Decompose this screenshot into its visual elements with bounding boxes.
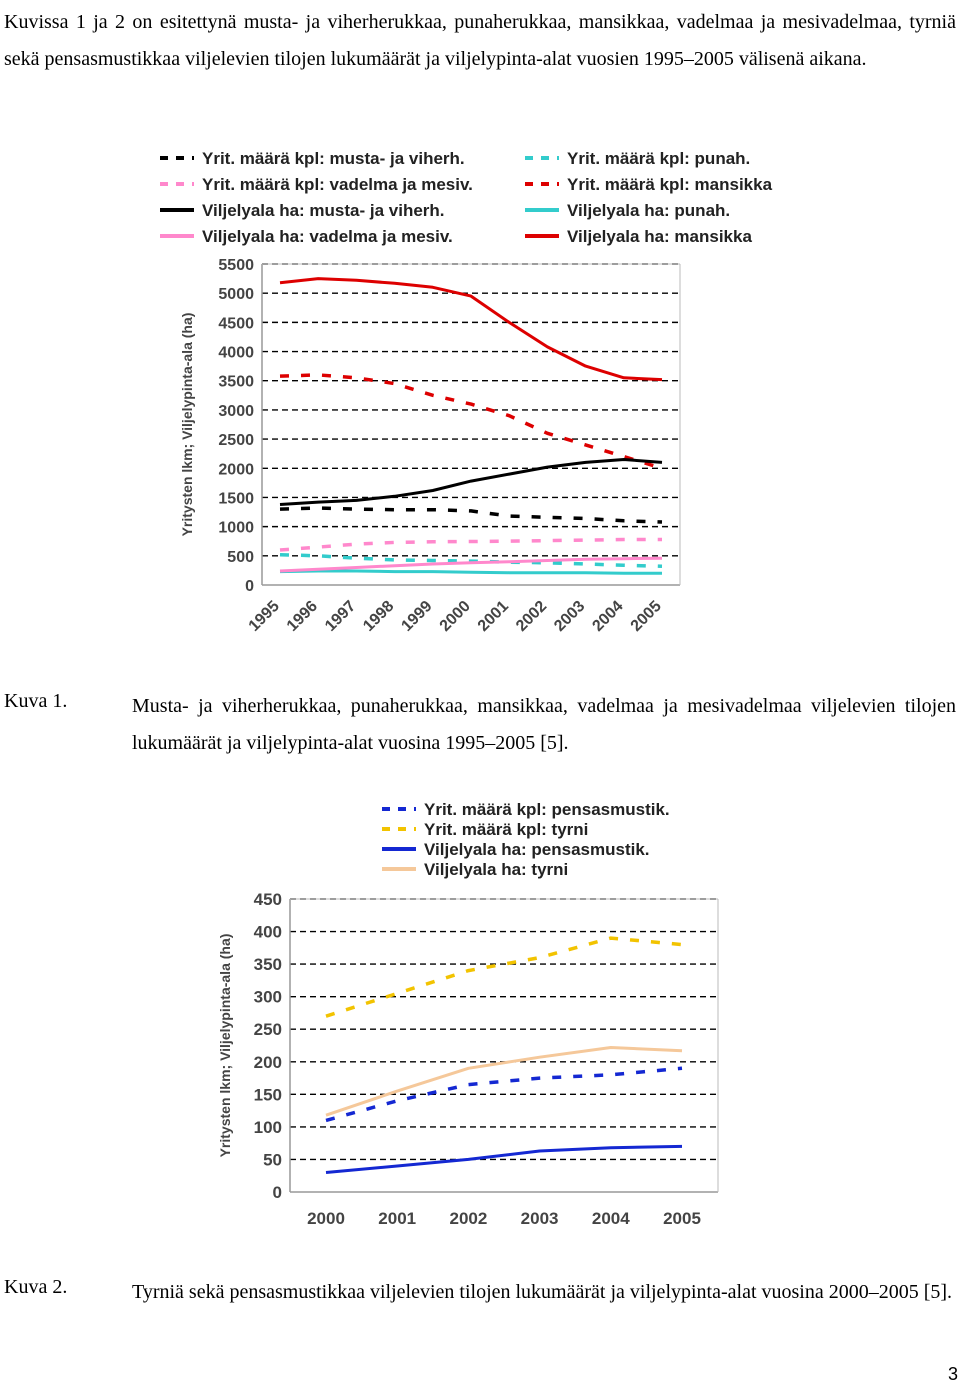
c2-xtick-3: 2003: [521, 1209, 559, 1228]
c1-series-line-1: [279, 552, 663, 569]
c1-series-line-3: [279, 373, 663, 470]
c1-xtick-7: 2002: [513, 598, 550, 635]
c2-xtick-0: 2000: [307, 1209, 345, 1228]
c2-ytick-8: 400: [254, 923, 282, 942]
chart-2: Yrit. määrä kpl: pensasmustik.Yrit. määr…: [217, 800, 719, 1228]
c1-ytick-1: 500: [227, 549, 254, 566]
c1-series-line-6: [279, 556, 663, 573]
c1-xtick-10: 2005: [628, 598, 665, 635]
c1-y-axis-label: Yritysten lkm; Viljelypinta-ala (ha): [179, 313, 195, 537]
c2-ytick-0: 0: [273, 1183, 282, 1202]
c1-legend-label-3: Yrit. määrä kpl: mansikka: [567, 175, 773, 194]
c1-ytick-5: 2500: [218, 432, 254, 449]
c1-xtick-9: 2004: [589, 598, 626, 635]
c1-xtick-0: 1995: [246, 598, 283, 635]
c1-ytick-4: 2000: [218, 461, 254, 478]
c1-ytick-9: 4500: [218, 315, 254, 332]
c1-series-line-7: [279, 277, 663, 382]
c2-series-line-2: [325, 1144, 683, 1174]
c1-ytick-8: 4000: [218, 345, 254, 362]
c1-series-line-5: [279, 569, 662, 575]
figure-1-caption: Musta- ja viherherukkaa, punaherukkaa, m…: [132, 695, 956, 754]
c2-y-axis-label: Yritysten lkm; Viljelypinta-ala (ha): [217, 934, 233, 1158]
figure-2-caption: Tyrniä sekä pensasmustikkaa viljelevien …: [132, 1281, 953, 1303]
c2-xtick-1: 2001: [378, 1209, 416, 1228]
c1-ytick-7: 3500: [218, 374, 254, 391]
c2-series-line-1: [325, 936, 683, 1018]
c2-ytick-9: 450: [254, 890, 282, 909]
c1-legend-label-6: Viljelyala ha: vadelma ja mesiv.: [202, 227, 453, 246]
c1-xtick-5: 2000: [437, 598, 474, 635]
c2-legend-label-3: Viljelyala ha: tyrni: [424, 860, 568, 879]
c1-ytick-11: 5500: [218, 257, 254, 274]
c1-series-line-2: [279, 537, 662, 552]
c1-xtick-6: 2001: [475, 598, 512, 635]
figure-1-label: Kuva 1.: [4, 690, 68, 712]
c1-legend-label-4: Viljelyala ha: musta- ja viherh.: [202, 201, 445, 220]
c2-ytick-6: 300: [254, 988, 282, 1007]
c1-xtick-3: 1998: [360, 598, 397, 635]
c2-series-line-3: [325, 1046, 683, 1117]
figure-2-label: Kuva 2.: [4, 1276, 68, 1298]
c1-xtick-8: 2003: [551, 598, 588, 635]
c1-legend-label-1: Yrit. määrä kpl: punah.: [567, 149, 750, 168]
c2-legend-label-2: Viljelyala ha: pensasmustik.: [424, 840, 650, 859]
c1-ytick-6: 3000: [218, 403, 254, 420]
c2-ytick-1: 50: [263, 1150, 282, 1169]
c2-legend-label-1: Yrit. määrä kpl: tyrni: [424, 820, 588, 839]
c2-ytick-5: 250: [254, 1020, 282, 1039]
c1-ytick-10: 5000: [218, 286, 254, 303]
c1-ytick-3: 1500: [218, 490, 254, 507]
c1-legend-label-5: Viljelyala ha: punah.: [567, 201, 730, 220]
c1-legend-label-2: Yrit. määrä kpl: vadelma ja mesiv.: [202, 175, 473, 194]
c2-ytick-3: 150: [254, 1085, 282, 1104]
page-number: 3: [947, 1364, 958, 1384]
c2-series-line-0: [325, 1066, 683, 1123]
c2-legend-label-0: Yrit. määrä kpl: pensasmustik.: [424, 800, 670, 819]
c2-xtick-5: 2005: [663, 1209, 701, 1228]
c1-legend-label-7: Viljelyala ha: mansikka: [567, 227, 752, 246]
c1-xtick-4: 1999: [398, 598, 435, 635]
c2-xtick-2: 2002: [449, 1209, 487, 1228]
c1-ytick-0: 0: [245, 578, 254, 595]
c2-ytick-4: 200: [254, 1053, 282, 1072]
intro-paragraph: Kuvissa 1 ja 2 on esitettynä musta- ja v…: [4, 11, 956, 70]
c2-ytick-7: 350: [254, 955, 282, 974]
c1-legend-label-0: Yrit. määrä kpl: musta- ja viherh.: [202, 149, 465, 168]
c2-xtick-4: 2004: [592, 1209, 630, 1228]
c1-xtick-2: 1997: [322, 598, 359, 635]
chart-1: Yrit. määrä kpl: musta- ja viherh. Yrit. …: [160, 149, 773, 635]
c1-series-line-0: [279, 506, 663, 524]
c2-ytick-2: 100: [254, 1118, 282, 1137]
c1-series-line-4: [279, 458, 663, 506]
c1-ytick-2: 1000: [218, 520, 254, 537]
c1-xtick-1: 1996: [284, 598, 321, 635]
